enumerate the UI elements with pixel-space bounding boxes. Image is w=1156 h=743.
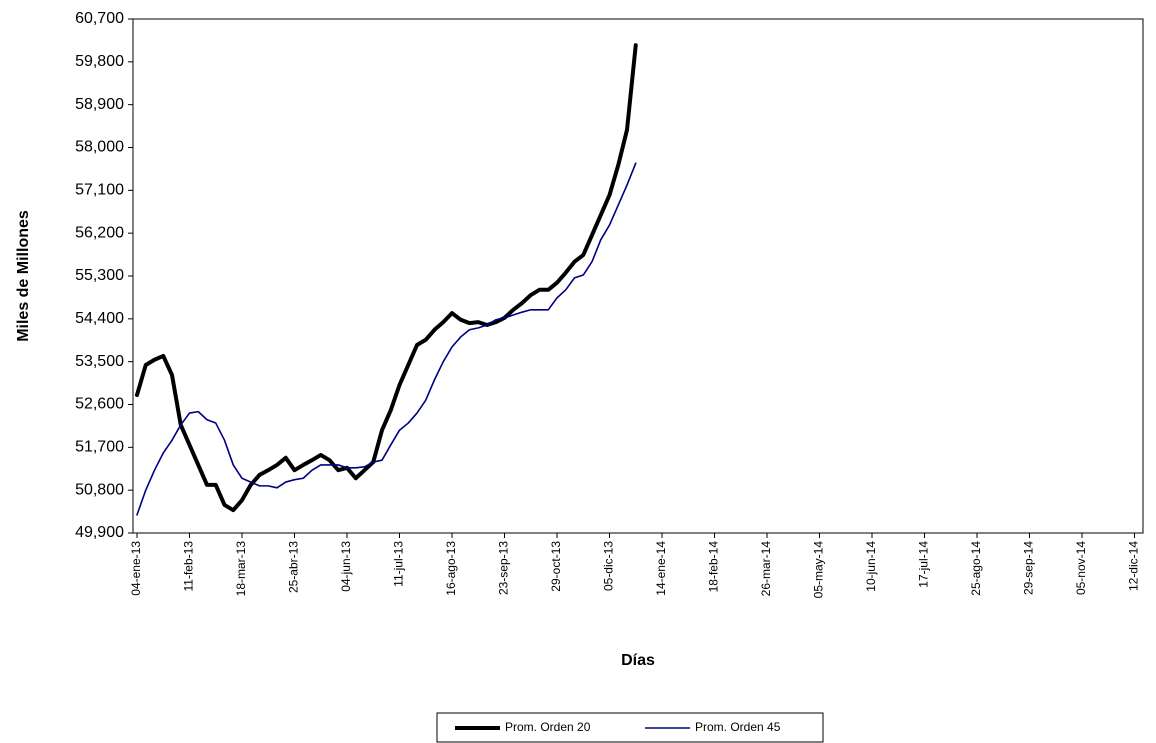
series-line xyxy=(136,162,637,516)
x-tick-label: 25-ago-14 xyxy=(969,541,983,596)
y-axis-label: Miles de Millones xyxy=(15,210,32,342)
y-tick-label: 49,900 xyxy=(75,524,124,541)
y-tick-label: 50,800 xyxy=(75,481,124,498)
x-tick-label: 05-dic-13 xyxy=(602,541,616,591)
y-tick-label: 56,200 xyxy=(75,224,124,241)
x-axis-label: Días xyxy=(621,652,655,669)
x-tick-label: 04-ene-13 xyxy=(129,541,143,596)
x-tick-label: 05-nov-14 xyxy=(1074,541,1088,595)
x-tick-label: 29-sep-14 xyxy=(1022,541,1036,595)
x-tick-label: 12-dic-14 xyxy=(1127,541,1141,591)
x-tick-label: 11-jul-13 xyxy=(392,541,406,587)
x-tick-label: 23-sep-13 xyxy=(497,541,511,595)
x-tick-label: 05-may-14 xyxy=(812,541,826,599)
series-line xyxy=(135,43,638,513)
x-tick-label: 18-feb-14 xyxy=(707,541,721,593)
y-tick-label: 58,000 xyxy=(75,139,124,156)
legend-label: Prom. Orden 20 xyxy=(505,720,591,734)
x-tick-label: 14-ene-14 xyxy=(654,541,668,596)
legend-label: Prom. Orden 45 xyxy=(695,720,781,734)
y-tick-label: 52,600 xyxy=(75,396,124,413)
x-tick-label: 26-mar-14 xyxy=(759,541,773,597)
x-tick-label: 11-feb-13 xyxy=(182,541,196,592)
x-tick-label: 25-abr-13 xyxy=(287,541,301,593)
y-tick-label: 55,300 xyxy=(75,267,124,284)
x-tick-label: 29-oct-13 xyxy=(549,541,563,592)
y-tick-label: 57,100 xyxy=(75,182,124,199)
x-tick-label: 18-mar-13 xyxy=(234,541,248,597)
y-tick-label: 51,700 xyxy=(75,439,124,456)
y-tick-label: 53,500 xyxy=(75,353,124,370)
y-tick-label: 58,900 xyxy=(75,96,124,113)
x-tick-label: 17-jul-14 xyxy=(917,541,931,588)
x-tick-label: 16-ago-13 xyxy=(444,541,458,596)
y-tick-label: 60,700 xyxy=(75,10,124,27)
y-tick-label: 59,800 xyxy=(75,53,124,70)
legend-box xyxy=(436,712,824,743)
x-tick-label: 04-jun-13 xyxy=(339,541,353,592)
y-tick-label: 54,400 xyxy=(75,310,124,327)
x-tick-label: 10-jun-14 xyxy=(864,541,878,592)
